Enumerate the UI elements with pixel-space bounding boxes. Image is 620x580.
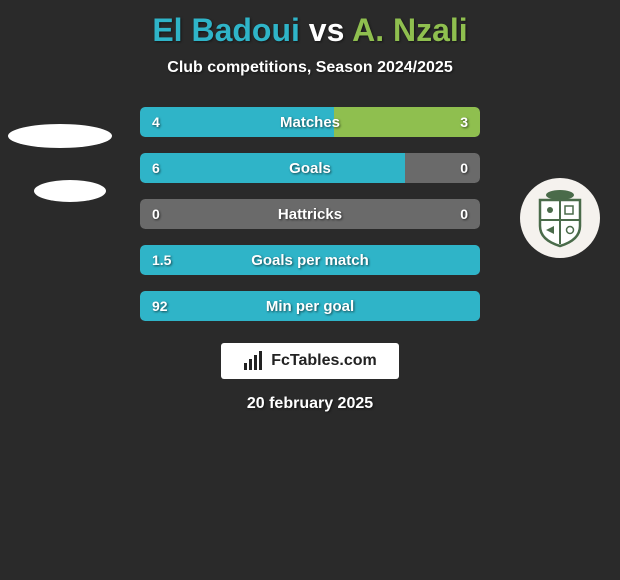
- stat-row: 43Matches: [140, 107, 480, 137]
- stat-row: 92Min per goal: [140, 291, 480, 321]
- stat-label: Goals: [140, 153, 480, 183]
- deco-ellipse-1: [8, 124, 112, 148]
- stat-row: 00Hattricks: [140, 199, 480, 229]
- vs-separator: vs: [300, 12, 352, 48]
- player1-name: El Badoui: [152, 12, 300, 48]
- fctables-badge: FcTables.com: [221, 343, 399, 379]
- stat-label: Goals per match: [140, 245, 480, 275]
- stat-row: 60Goals: [140, 153, 480, 183]
- fctables-text: FcTables.com: [271, 352, 377, 370]
- subtitle: Club competitions, Season 2024/2025: [0, 59, 620, 77]
- stat-label: Hattricks: [140, 199, 480, 229]
- stat-row: 1.5Goals per match: [140, 245, 480, 275]
- stat-label: Min per goal: [140, 291, 480, 321]
- deco-ellipse-2: [34, 180, 106, 202]
- badge-row: FcTables.com: [140, 343, 480, 379]
- player2-name: A. Nzali: [352, 12, 468, 48]
- comparison-title: El Badoui vs A. Nzali: [0, 0, 620, 49]
- crest-icon: [528, 186, 592, 250]
- club-crest: [520, 178, 600, 258]
- stat-label: Matches: [140, 107, 480, 137]
- bars-icon: [243, 351, 265, 371]
- date: 20 february 2025: [0, 395, 620, 413]
